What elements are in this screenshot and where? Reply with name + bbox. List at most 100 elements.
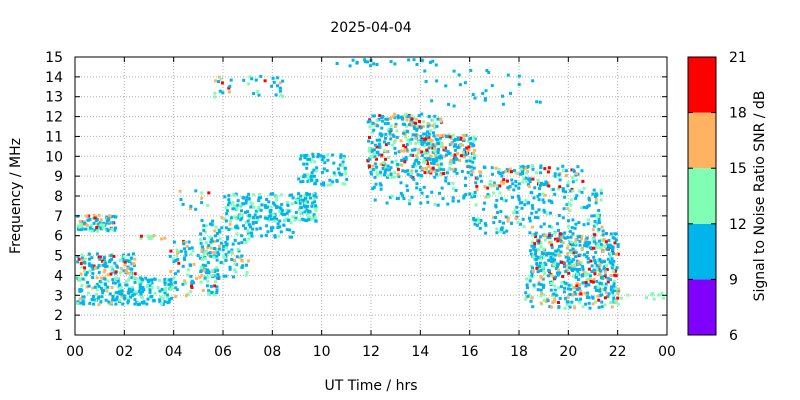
snr-detection-point (291, 215, 295, 219)
snr-detection-point (80, 256, 84, 260)
snr-detection-point (401, 169, 405, 173)
snr-detection-point (127, 260, 131, 264)
snr-detection-point (609, 232, 613, 236)
snr-detection-point (371, 130, 375, 134)
snr-detection-point (78, 279, 82, 283)
snr-detection-point (410, 169, 414, 173)
snr-detection-point (110, 265, 114, 269)
snr-detection-point (566, 207, 570, 210)
snr-detection-point (78, 225, 82, 229)
snr-detection-point (95, 226, 99, 229)
snr-detection-point (145, 302, 149, 306)
snr-detection-point (580, 234, 584, 238)
snr-detection-point (539, 294, 543, 298)
snr-detection-point (498, 220, 502, 223)
snr-detection-point (422, 140, 426, 144)
snr-detection-point (255, 227, 259, 231)
snr-detection-point (581, 281, 585, 285)
snr-detection-point (417, 161, 421, 165)
snr-detection-point (202, 224, 206, 228)
snr-detection-point (76, 260, 80, 264)
snr-detection-point (399, 181, 403, 185)
snr-detection-point (110, 215, 113, 219)
snr-detection-point (494, 203, 498, 207)
snr-detection-point (378, 141, 382, 145)
snr-detection-point (403, 160, 407, 164)
snr-detection-point (554, 249, 558, 253)
snr-detection-point (179, 249, 183, 253)
snr-detection-point (395, 165, 399, 168)
snr-detection-point (422, 185, 426, 189)
snr-detection-point (107, 302, 111, 306)
snr-detection-point (464, 184, 467, 187)
snr-detection-point (439, 154, 443, 158)
snr-detection-point (90, 229, 94, 233)
snr-detection-point (597, 264, 601, 268)
snr-detection-point (530, 211, 534, 215)
snr-detection-point (95, 282, 99, 286)
snr-detection-point (101, 289, 104, 293)
snr-detection-point (586, 204, 590, 208)
snr-detection-point (430, 161, 433, 165)
snr-detection-point (254, 209, 258, 213)
snr-detection-point (594, 242, 598, 246)
chart-title: 2025-04-04 (330, 20, 411, 36)
snr-detection-point (510, 221, 513, 225)
snr-detection-point (389, 166, 393, 170)
snr-detection-point (247, 259, 250, 263)
snr-detection-point (511, 182, 515, 186)
snr-detection-point (424, 80, 428, 83)
snr-detection-point (244, 273, 248, 277)
snr-detection-point (97, 222, 101, 226)
snr-detection-point (402, 144, 406, 148)
snr-detection-point (413, 147, 417, 151)
snr-detection-point (177, 261, 181, 265)
snr-detection-point (114, 302, 118, 306)
snr-detection-point (565, 246, 569, 250)
snr-detection-point (412, 58, 416, 62)
snr-detection-point (585, 244, 589, 248)
snr-detection-point (113, 261, 117, 265)
snr-detection-point (407, 58, 411, 62)
snr-detection-point (427, 142, 431, 145)
snr-detection-point (120, 294, 124, 298)
snr-detection-point (435, 124, 439, 128)
snr-detection-point (215, 258, 219, 262)
snr-detection-point (423, 69, 427, 73)
snr-detection-point (471, 142, 475, 146)
snr-detection-point (95, 218, 99, 222)
snr-detection-point (172, 240, 176, 244)
snr-detection-point (560, 232, 564, 236)
snr-detection-point (423, 160, 427, 164)
snr-detection-point (87, 214, 90, 218)
snr-detection-point (419, 175, 423, 179)
snr-detection-point (368, 136, 371, 139)
snr-detection-point (187, 240, 191, 244)
snr-detection-point (544, 263, 548, 266)
snr-detection-point (341, 160, 345, 164)
snr-detection-point (369, 64, 373, 68)
snr-detection-point (104, 261, 108, 265)
snr-detection-point (313, 174, 316, 178)
snr-detection-point (214, 79, 218, 83)
snr-detection-point (562, 207, 566, 211)
snr-detection-point (425, 166, 428, 170)
snr-detection-point (345, 177, 349, 181)
snr-detection-point (604, 291, 608, 295)
snr-detection-point (269, 226, 273, 230)
snr-detection-point (161, 296, 165, 300)
snr-detection-point (523, 203, 527, 207)
snr-detection-point (118, 298, 122, 302)
snr-detection-point (217, 252, 221, 256)
snr-detection-point (419, 134, 423, 138)
snr-detection-point (473, 194, 477, 198)
snr-detection-point (535, 171, 538, 175)
snr-detection-point (599, 198, 603, 202)
snr-detection-point (504, 215, 508, 219)
snr-detection-point (269, 205, 273, 209)
snr-detection-point (92, 302, 96, 306)
snr-detection-point (438, 158, 442, 162)
snr-detection-point (409, 174, 413, 178)
snr-detection-point (207, 191, 211, 195)
snr-detection-point (384, 157, 387, 161)
